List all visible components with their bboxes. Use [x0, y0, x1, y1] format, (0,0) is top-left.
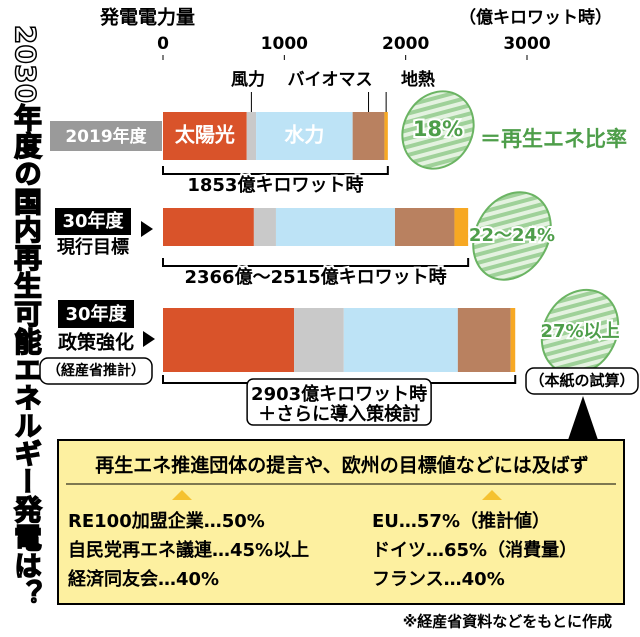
- bar-segment: [394, 208, 455, 246]
- bar-segment: [256, 112, 353, 160]
- share-note: （本紙の試算）: [529, 372, 634, 390]
- total-box: [246, 378, 432, 426]
- bar-segment: [275, 208, 395, 246]
- bar-segment: [163, 112, 247, 160]
- row-label: 30年度: [65, 303, 127, 325]
- bar-segment: [352, 112, 385, 160]
- bar-segment: [510, 308, 516, 372]
- legend-label: バイオマス: [288, 70, 373, 90]
- comparison-item: ドイツ…65%（消費量）: [372, 539, 577, 561]
- comparison-item: RE100加盟企業…50%: [68, 510, 265, 532]
- total-label: 2366億～2515億キロワット時: [184, 266, 446, 288]
- bar-segment: [454, 208, 469, 246]
- arrow: [172, 490, 192, 500]
- vertical-title: 2030年度の国内再生可能エネルギー発電は？: [8, 24, 42, 608]
- bar-segment: [163, 208, 254, 246]
- legend-label: 太陽光: [175, 123, 235, 147]
- share-label: 22～24%: [469, 225, 555, 246]
- row-note: 政策強化: [58, 331, 134, 354]
- x-tick-label: 3000: [503, 34, 550, 54]
- share-leaf: [401, 90, 475, 170]
- note-box: [525, 367, 639, 395]
- comparison-item: フランス…40%: [372, 569, 505, 590]
- arrow: [141, 221, 153, 237]
- share-caption: ＝再生エネ比率: [480, 127, 627, 151]
- legend-label: 地熱: [401, 69, 435, 90]
- bar-segment: [384, 112, 388, 160]
- total-label: ＋さらに導入策検討: [258, 403, 420, 425]
- bracket: [162, 258, 470, 267]
- legend-label: 水力: [284, 123, 324, 147]
- bar-segment: [457, 308, 511, 372]
- share-leaf: [472, 191, 552, 281]
- comparison-box: [57, 439, 625, 605]
- row-note: （経産省推計）: [47, 362, 145, 379]
- axis-unit: （億キロワット時）: [459, 7, 612, 28]
- share-label: 27%以上: [540, 321, 619, 342]
- bar-segment: [343, 308, 458, 372]
- axis-title: 発電電力量: [99, 6, 195, 29]
- comparison-item: 自民党再エネ議連…45%以上: [68, 539, 309, 561]
- x-tick-label: 0: [157, 34, 169, 54]
- bar-segment: [163, 308, 295, 372]
- comparison-item: EU…57%（推計値）: [372, 510, 550, 532]
- total-label: 1853億キロワット時: [187, 174, 363, 196]
- row-label-box: [55, 208, 131, 235]
- comparison-heading: 再生エネ推進団体の提言や、欧州の目標値などには及ばず: [95, 454, 588, 477]
- pointer: [568, 396, 598, 440]
- source: ※経産省資料などをもとに作成: [403, 613, 612, 631]
- comparison-item: 経済同友会…40%: [68, 568, 219, 590]
- row-label: 2019年度: [65, 126, 147, 147]
- row-label-box: [58, 300, 134, 328]
- bar-segment: [253, 208, 276, 246]
- total-label: 2903億キロワット時: [251, 383, 427, 405]
- share-label: 18%: [413, 117, 463, 141]
- arrow: [482, 490, 502, 500]
- bracket: [162, 166, 389, 175]
- row-label: 30年度: [62, 210, 124, 232]
- bar-segment: [294, 308, 344, 372]
- x-tick-label: 2000: [382, 34, 429, 54]
- row-label-box: [50, 121, 162, 151]
- row-note-box: [39, 357, 153, 385]
- arrow: [143, 331, 155, 347]
- bar-segment: [246, 112, 257, 160]
- legend-label: 風力: [231, 69, 265, 90]
- row-note: 現行目標: [57, 236, 129, 258]
- x-tick-label: 1000: [261, 34, 308, 54]
